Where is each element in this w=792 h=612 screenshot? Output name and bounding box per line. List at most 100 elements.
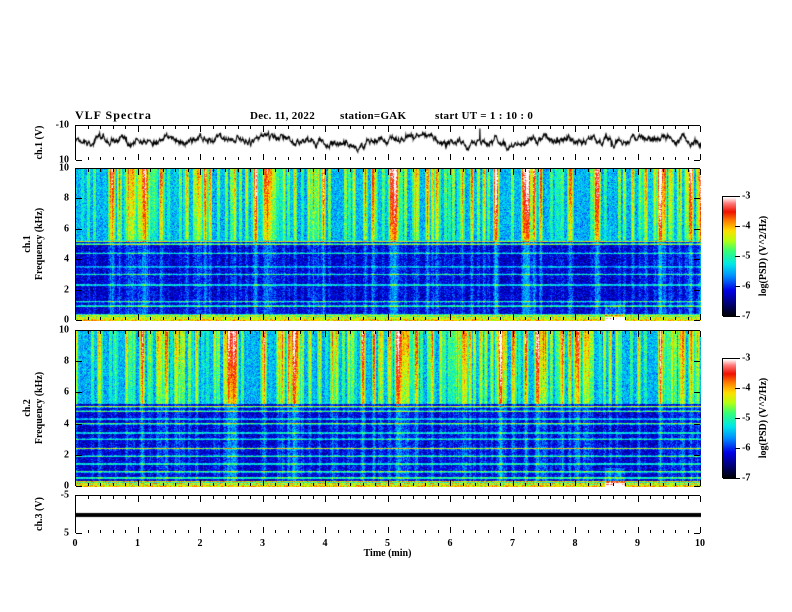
tick-mark [75, 126, 76, 132]
tick-mark [75, 169, 76, 175]
tick-mark [688, 331, 689, 334]
tick-mark [600, 483, 601, 486]
tick-mark [163, 331, 164, 334]
tick-mark [525, 126, 526, 129]
tick-mark [125, 331, 126, 334]
tick-mark [700, 331, 701, 337]
tick-mark [238, 317, 239, 320]
tick-mark [625, 126, 626, 129]
tick-mark [563, 530, 564, 533]
tick-mark [463, 530, 464, 533]
tick-mark [438, 157, 439, 160]
tick-mark [525, 331, 526, 334]
tick-mark [500, 317, 501, 320]
tick-mark [413, 496, 414, 499]
tick-mark [125, 169, 126, 172]
tick-mark [663, 496, 664, 499]
tick-mark [475, 530, 476, 533]
tick-mark [735, 388, 740, 389]
tick-mark [288, 496, 289, 499]
cbar2Box-tick-0: -3 [742, 352, 751, 364]
tick-mark [475, 483, 476, 486]
tick-mark [625, 483, 626, 486]
tick-mark [75, 314, 76, 320]
ch1-spectrogram-panel [75, 168, 701, 321]
tick-mark [88, 331, 89, 334]
tick-mark [325, 154, 326, 160]
cbar2Box-tick-2: -5 [742, 412, 751, 424]
tick-mark [663, 126, 664, 129]
tick-mark [100, 126, 101, 129]
tick-mark [425, 317, 426, 320]
tick-mark [438, 496, 439, 499]
tick-mark [100, 496, 101, 499]
tick-mark [575, 314, 576, 320]
tick-mark [313, 530, 314, 533]
tick-mark [463, 317, 464, 320]
tick-mark [425, 169, 426, 172]
tick-mark [675, 530, 676, 533]
tick-mark [375, 483, 376, 486]
tick-mark [175, 483, 176, 486]
tick-mark [625, 317, 626, 320]
tick-mark [225, 157, 226, 160]
tick-mark [600, 530, 601, 533]
tick-mark [475, 157, 476, 160]
tick-mark [613, 126, 614, 129]
tick-mark [76, 198, 82, 199]
tick-mark [735, 286, 740, 287]
tick-mark [694, 320, 700, 321]
tick-mark [338, 317, 339, 320]
tick-mark [138, 154, 139, 160]
tick-mark [213, 157, 214, 160]
tick-mark [563, 496, 564, 499]
tick-mark [638, 169, 639, 175]
tick-mark [213, 331, 214, 334]
tick-mark [313, 157, 314, 160]
tick-mark [538, 157, 539, 160]
tick-mark [735, 316, 740, 317]
ch1SpecBox-ytick-1: 2 [64, 284, 69, 296]
tick-mark [100, 157, 101, 160]
tick-mark [500, 530, 501, 533]
tick-mark [76, 455, 82, 456]
tick-mark [200, 331, 201, 337]
tick-mark [650, 530, 651, 533]
tick-mark [650, 317, 651, 320]
xtick-4: 4 [322, 538, 328, 549]
tick-mark [600, 331, 601, 334]
tick-mark [550, 496, 551, 499]
tick-mark [538, 483, 539, 486]
tick-mark [113, 331, 114, 334]
tick-mark [500, 157, 501, 160]
tick-mark [113, 157, 114, 160]
xtick-5: 5 [385, 538, 390, 549]
tick-mark [288, 126, 289, 129]
tick-mark [76, 125, 82, 126]
tick-mark [538, 169, 539, 172]
tick-mark [675, 157, 676, 160]
tick-mark [150, 496, 151, 499]
tick-mark [275, 496, 276, 499]
tick-mark [76, 424, 82, 425]
tick-mark [700, 480, 701, 486]
cbar1Box-tick-2: -5 [742, 250, 751, 262]
tick-mark [200, 154, 201, 160]
tick-mark [538, 331, 539, 334]
tick-mark [76, 495, 82, 496]
tick-mark [525, 157, 526, 160]
tick-mark [438, 126, 439, 129]
tick-mark [188, 483, 189, 486]
tick-mark [463, 169, 464, 172]
tick-mark [413, 331, 414, 334]
tick-mark [688, 496, 689, 499]
tick-mark [735, 418, 740, 419]
tick-mark [400, 530, 401, 533]
tick-mark [200, 496, 201, 502]
tick-mark [488, 317, 489, 320]
tick-mark [550, 126, 551, 129]
tick-mark [150, 530, 151, 533]
tick-mark [488, 126, 489, 129]
tick-mark [163, 530, 164, 533]
